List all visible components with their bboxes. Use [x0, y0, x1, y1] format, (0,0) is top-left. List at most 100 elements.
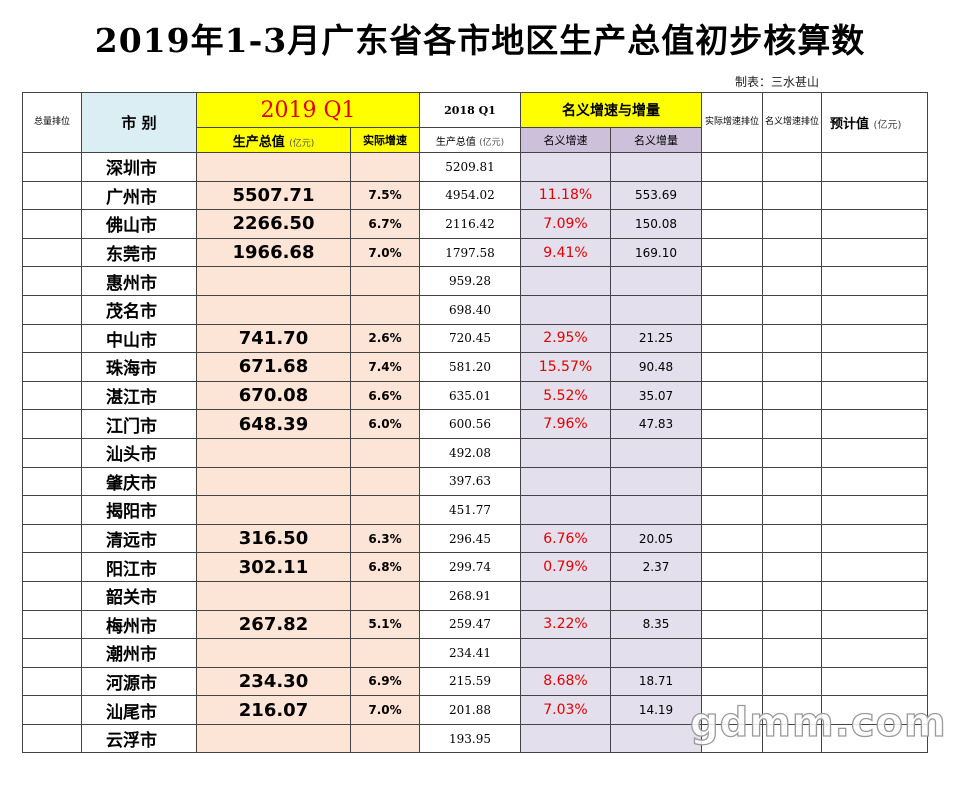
city-cell: 茂名市: [81, 294, 197, 325]
nominal-increase-cell: 21.25: [610, 323, 702, 354]
rank-cell: [22, 152, 82, 182]
real-growth-cell: [350, 580, 420, 611]
real-growth-cell: 6.3%: [350, 523, 420, 554]
city-cell: 佛山市: [81, 209, 197, 239]
estimate-cell: [821, 209, 928, 239]
real-growth-cell: 6.9%: [350, 666, 420, 697]
header-estimate: 预计值 (亿元): [821, 92, 928, 153]
header-nominal: 名义增速与增量: [520, 92, 702, 128]
gdp-2018-cell: 299.74: [419, 552, 521, 582]
gdp-2019-cell: [196, 266, 351, 296]
real-growth-cell: 2.6%: [350, 323, 420, 354]
gdp-2019-cell: 648.39: [196, 409, 351, 439]
gdp-2019-cell: [196, 495, 351, 525]
city-cell: 韶关市: [81, 580, 197, 611]
rank-cell: [22, 437, 82, 468]
table-maker-note: 制表：三水甚山: [735, 75, 820, 89]
nominal-rank-cell: [762, 294, 822, 325]
city-cell: 阳江市: [81, 552, 197, 582]
real-rank-cell: [701, 323, 763, 354]
rank-cell: [22, 495, 82, 525]
nominal-increase-cell: [610, 152, 702, 182]
gdp-2018-cell: 600.56: [419, 409, 521, 439]
header-gdp-2018: 生产总值 (亿元): [419, 127, 521, 153]
nominal-growth-cell: 7.03%: [520, 695, 611, 725]
city-cell: 梅州市: [81, 609, 197, 640]
table-row: 揭阳市 451.77: [22, 495, 928, 525]
nominal-growth-cell: 15.57%: [520, 352, 611, 382]
city-cell: 江门市: [81, 409, 197, 439]
table-row: 广州市 5507.71 7.5% 4954.02 11.18% 553.69: [22, 180, 928, 211]
nominal-growth-cell: 0.79%: [520, 552, 611, 582]
nominal-rank-cell: [762, 266, 822, 296]
real-rank-cell: [701, 266, 763, 296]
estimate-cell: [821, 266, 928, 296]
rank-cell: [22, 409, 82, 439]
gdp-2019-cell: [196, 723, 351, 754]
estimate-cell: [821, 409, 928, 439]
city-cell: 珠海市: [81, 352, 197, 382]
header-real-growth: 实际增速: [350, 127, 420, 153]
nominal-rank-cell: [762, 638, 822, 668]
nominal-rank-cell: [762, 495, 822, 525]
gdp-2019-cell: 670.08: [196, 380, 351, 411]
nominal-growth-cell: [520, 723, 611, 754]
nominal-growth-cell: [520, 495, 611, 525]
nominal-growth-cell: [520, 437, 611, 468]
gdp-2018-cell: 5209.81: [419, 152, 521, 182]
watermark-logo: gdmm.com: [689, 699, 947, 746]
estimate-cell: [821, 380, 928, 411]
nominal-increase-cell: [610, 638, 702, 668]
nominal-rank-cell: [762, 723, 822, 754]
gdp-2018-cell: 581.20: [419, 352, 521, 382]
gdp-2019-cell: 741.70: [196, 323, 351, 354]
nominal-rank-cell: [762, 523, 822, 554]
table-row: 韶关市 268.91: [22, 580, 928, 611]
rank-cell: [22, 237, 82, 268]
real-rank-cell: [701, 666, 763, 697]
nominal-increase-cell: [610, 495, 702, 525]
real-growth-cell: 7.5%: [350, 180, 420, 211]
header-rank-total: 总量排位: [22, 92, 82, 153]
nominal-increase-cell: 150.08: [610, 209, 702, 239]
real-rank-cell: [701, 638, 763, 668]
header-gdp-label: 生产总值: [232, 134, 285, 150]
gdp-2019-cell: 216.07: [196, 695, 351, 725]
nominal-increase-cell: 35.07: [610, 380, 702, 411]
nominal-increase-cell: 90.48: [610, 352, 702, 382]
rank-cell: [22, 580, 82, 611]
rank-cell: [22, 695, 82, 725]
gdp-2019-cell: 302.11: [196, 552, 351, 582]
estimate-cell: [821, 323, 928, 354]
real-rank-cell: [701, 294, 763, 325]
real-growth-cell: [350, 294, 420, 325]
real-rank-cell: [701, 552, 763, 582]
real-rank-cell: [701, 152, 763, 182]
nominal-rank-cell: [762, 352, 822, 382]
estimate-cell: [821, 152, 928, 182]
estimate-cell: [821, 523, 928, 554]
city-cell: 湛江市: [81, 380, 197, 411]
city-cell: 肇庆市: [81, 466, 197, 497]
real-rank-cell: [701, 209, 763, 239]
gdp-2019-cell: [196, 437, 351, 468]
nominal-increase-cell: 20.05: [610, 523, 702, 554]
estimate-cell: [821, 237, 928, 268]
real-growth-cell: [350, 437, 420, 468]
gdp-2018-cell: 720.45: [419, 323, 521, 354]
nominal-growth-cell: [520, 638, 611, 668]
real-growth-cell: 6.0%: [350, 409, 420, 439]
gdp-2018-cell: 698.40: [419, 294, 521, 325]
table-row: 东莞市 1966.68 7.0% 1797.58 9.41% 169.10: [22, 237, 928, 268]
real-growth-cell: 7.0%: [350, 237, 420, 268]
table-row: 阳江市 302.11 6.8% 299.74 0.79% 2.37: [22, 552, 928, 582]
gdp-2019-cell: 316.50: [196, 523, 351, 554]
header-gdp-2018-unit: (亿元): [479, 137, 505, 148]
real-rank-cell: [701, 352, 763, 382]
table-row: 云浮市 193.95: [22, 723, 928, 754]
city-cell: 惠州市: [81, 266, 197, 296]
gdp-2019-cell: 1966.68: [196, 237, 351, 268]
rank-cell: [22, 209, 82, 239]
city-cell: 汕尾市: [81, 695, 197, 725]
nominal-rank-cell: [762, 152, 822, 182]
